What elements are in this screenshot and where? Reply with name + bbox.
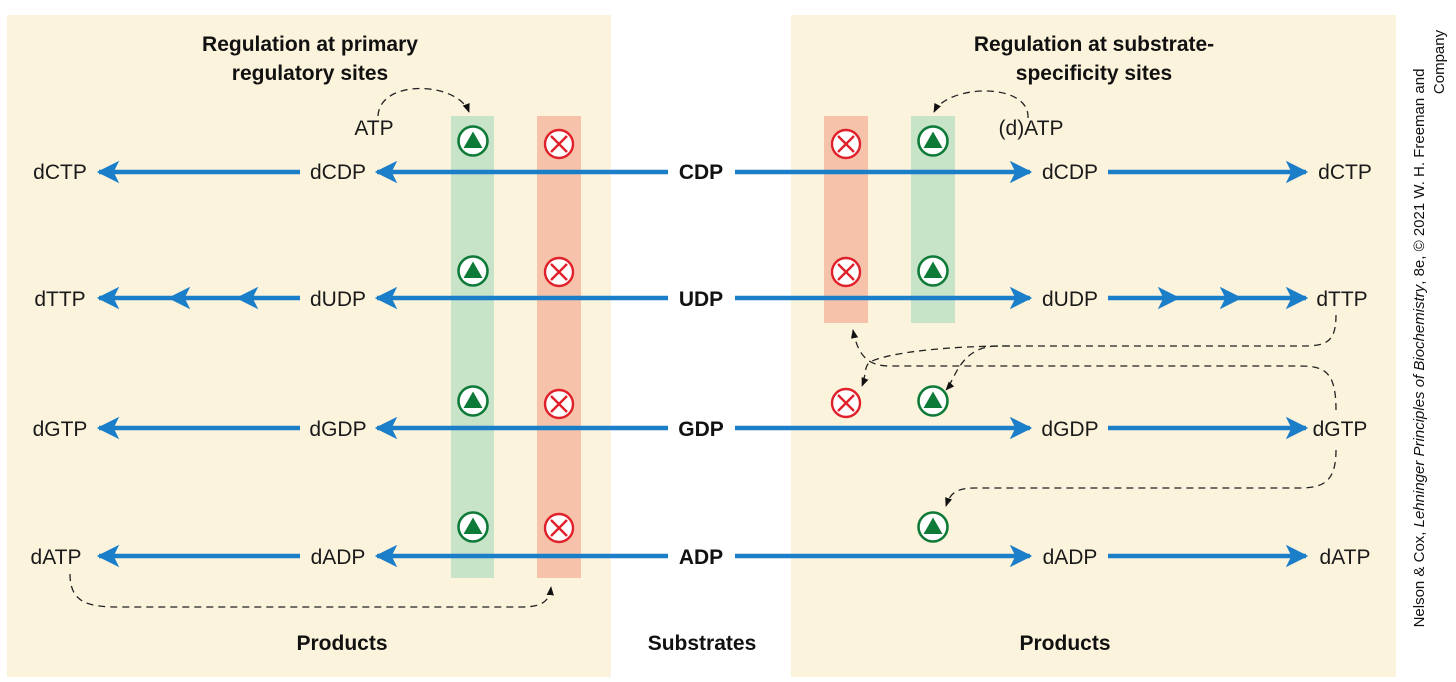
substrate-label: UDP — [679, 288, 723, 311]
dgtp-to-adp-activator-arrow — [945, 449, 1337, 507]
credit-line: Nelson & Cox, Lehninger Principles of Bi… — [1411, 69, 1428, 628]
triangle-in-circle-icon — [457, 511, 489, 543]
left-activator-band — [451, 116, 494, 578]
substrates-label: Substrates — [648, 632, 757, 655]
triangle-in-circle-icon — [457, 255, 489, 287]
right-mid-product: dGDP — [1041, 418, 1098, 441]
circled-x-icon — [543, 388, 575, 420]
circled-x-icon — [543, 128, 575, 160]
left-products-label: Products — [296, 632, 387, 655]
credit-book-title: Lehninger Principles of Biochemistry — [1411, 283, 1428, 527]
left-title-line2: regulatory sites — [232, 62, 388, 85]
triangle-in-circle-icon — [457, 125, 489, 157]
dgtp-to-udp-inhibitor-arrow — [850, 329, 1337, 411]
right-mid-product: dADP — [1043, 546, 1098, 569]
triangle-in-circle-icon — [917, 385, 949, 417]
credit-suffix: , 8e, © 2021 W. H. Freeman and — [1411, 69, 1428, 285]
right-title-line1: Regulation at substrate- — [974, 33, 1214, 56]
circled-x-icon — [830, 387, 862, 419]
triangle-in-circle-icon — [457, 385, 489, 417]
substrate-label: ADP — [679, 546, 723, 569]
right-end-product: dATP — [1320, 546, 1371, 569]
atp-to-activator-arrow — [377, 87, 470, 117]
left-title-line1: Regulation at primary — [202, 33, 418, 56]
circled-x-icon — [543, 256, 575, 288]
left-mid-product: dCDP — [310, 161, 366, 184]
triangle-in-circle-icon — [917, 255, 949, 287]
left-panel — [7, 15, 611, 677]
datp-effector-label: (d)ATP — [999, 117, 1064, 140]
dgtp-to-gdp-inhibitor-arrow — [861, 345, 1011, 387]
triangle-in-circle-icon — [917, 125, 949, 157]
atp-effector-label: ATP — [354, 117, 393, 140]
right-mid-product: dUDP — [1042, 288, 1098, 311]
svg-text:Nelson & Cox, Lehninger Princi: Nelson & Cox, Lehninger Principles of Bi… — [1411, 69, 1428, 628]
credit-line-2: Company — [1431, 29, 1448, 94]
left-mid-product: dUDP — [310, 288, 366, 311]
triangle-in-circle-icon — [917, 511, 949, 543]
credit-prefix: Nelson & Cox, — [1411, 527, 1428, 627]
feedback-arrows — [69, 87, 1337, 608]
left-end-product: dTTP — [34, 288, 85, 311]
circled-x-icon — [543, 512, 575, 544]
circled-x-icon — [830, 256, 862, 288]
left-mid-product: dGDP — [309, 418, 366, 441]
right-products-label: Products — [1019, 632, 1110, 655]
left-end-product: dATP — [31, 546, 82, 569]
left-mid-product: dADP — [311, 546, 366, 569]
substrate-label: GDP — [678, 418, 724, 441]
right-end-product: dTTP — [1316, 288, 1367, 311]
left-end-product: dCTP — [33, 161, 87, 184]
credit-company: Company — [1431, 29, 1448, 94]
right-title-line2: specificity sites — [1016, 62, 1172, 85]
left-end-product: dGTP — [33, 418, 88, 441]
substrate-label: CDP — [679, 161, 723, 184]
right-end-product: dGTP — [1313, 418, 1368, 441]
circled-x-icon — [830, 128, 862, 160]
left-inhibitor-band — [537, 116, 581, 578]
right-mid-product: dCDP — [1042, 161, 1098, 184]
datp-to-right-activator-arrow — [933, 90, 1029, 119]
right-end-product: dCTP — [1318, 161, 1372, 184]
